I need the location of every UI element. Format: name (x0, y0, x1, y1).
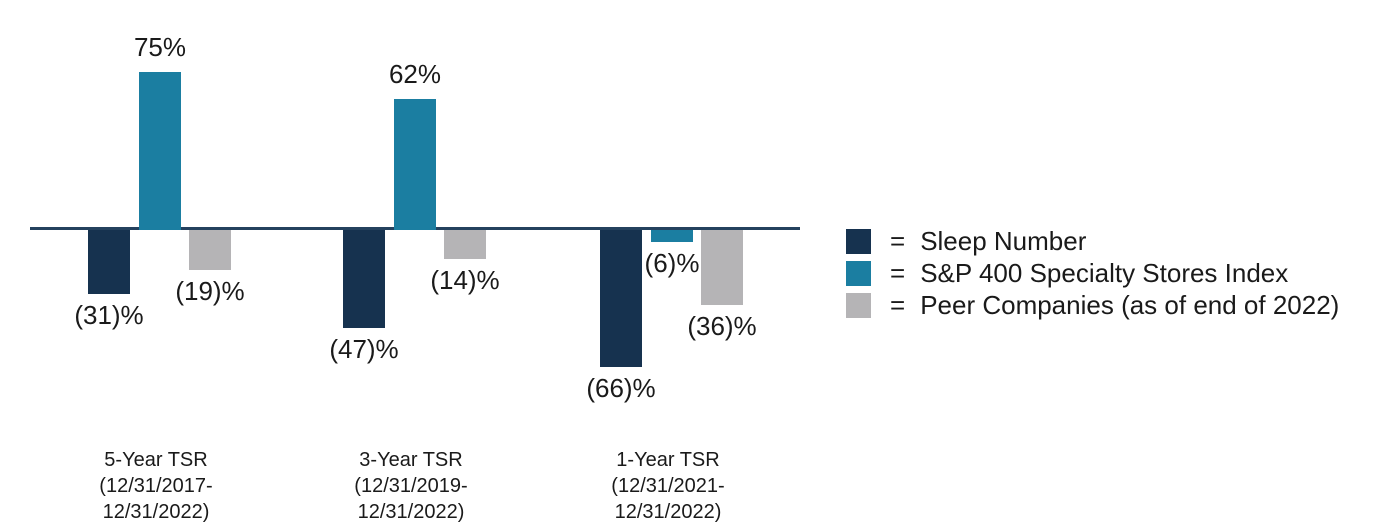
bar-value-label-s-p-400-specialty-stores-index-1-year-tsr: (6)% (644, 248, 700, 278)
x-axis-label-line: 5-Year TSR (104, 449, 208, 471)
bar-value-label-s-p-400-specialty-stores-index-5-year-tsr: 75% (133, 32, 187, 62)
legend-swatch-sleep-number (846, 228, 871, 254)
x-axis-label-line: (12/31/2019- (354, 475, 468, 497)
bar-value-label-sleep-number-1-year-tsr: (66)% (586, 373, 656, 403)
x-axis-label-5-year-tsr: 5-Year TSR (12/31/2017- 12/31/2022) (99, 447, 212, 525)
x-axis-label-line: (12/31/2017- (99, 475, 213, 497)
legend-equals-sign: = (890, 289, 906, 320)
legend-item-sleep-number: = Sleep Number (846, 225, 1339, 257)
bar-peer-companies-as-of-end-of-2022-5-year-tsr (189, 230, 231, 270)
bar-sleep-number-1-year-tsr (600, 230, 642, 367)
plot-area: (31)% (47)% (66)% 75% 62% (6)% (19)% (14)% (36)%… (30, 32, 800, 525)
bar-s-p-400-specialty-stores-index-1-year-tsr (651, 230, 693, 242)
x-axis-label-line: (12/31/2021- (611, 475, 725, 497)
x-axis-label-line: 12/31/2022) (357, 501, 465, 523)
x-axis-label-3-year-tsr: 3-Year TSR (12/31/2019- 12/31/2022) (354, 447, 467, 525)
bar-value-label-s-p-400-specialty-stores-index-3-year-tsr: 62% (388, 59, 442, 89)
legend: = Sleep Number = S&P 400 Specialty Stores I… (846, 225, 1339, 321)
bar-peer-companies-as-of-end-of-2022-3-year-tsr (444, 230, 486, 259)
x-axis-label-line: 12/31/2022) (614, 501, 722, 523)
legend-item-peer-companies-as-of-end-of-2022: = Peer Companies (as of end of 2022) (846, 289, 1339, 321)
legend-label: Sleep Number (920, 225, 1087, 256)
legend-swatch-peer-companies-as-of-end-of-2022 (846, 292, 871, 318)
bar-s-p-400-specialty-stores-index-5-year-tsr (139, 72, 181, 230)
legend-label: Peer Companies (as of end of 2022) (920, 289, 1340, 320)
bar-s-p-400-specialty-stores-index-3-year-tsr (394, 99, 436, 230)
x-axis-label-1-year-tsr: 1-Year TSR (12/31/2021- 12/31/2022) (611, 447, 724, 525)
bar-value-label-sleep-number-3-year-tsr: (47)% (329, 334, 399, 364)
legend-swatch-s-p-400-specialty-stores-index (846, 260, 871, 286)
bar-peer-companies-as-of-end-of-2022-1-year-tsr (701, 230, 743, 305)
x-axis-label-line: 1-Year TSR (616, 449, 720, 471)
x-axis-label-line: 12/31/2022) (102, 501, 210, 523)
x-axis-label-line: 3-Year TSR (359, 449, 463, 471)
legend-label: S&P 400 Specialty Stores Index (920, 257, 1289, 288)
legend-equals-sign: = (890, 225, 906, 256)
bar-value-label-peer-companies-as-of-end-of-2022-3-year-tsr: (14)% (430, 265, 500, 295)
bar-value-label-peer-companies-as-of-end-of-2022-5-year-tsr: (19)% (175, 276, 245, 306)
bar-value-label-sleep-number-5-year-tsr: (31)% (74, 300, 144, 330)
bar-sleep-number-3-year-tsr (343, 230, 385, 328)
legend-item-s-p-400-specialty-stores-index: = S&P 400 Specialty Stores Index (846, 257, 1339, 289)
bar-sleep-number-5-year-tsr (88, 230, 130, 294)
bar-value-label-peer-companies-as-of-end-of-2022-1-year-tsr: (36)% (687, 311, 757, 341)
legend-equals-sign: = (890, 257, 906, 288)
